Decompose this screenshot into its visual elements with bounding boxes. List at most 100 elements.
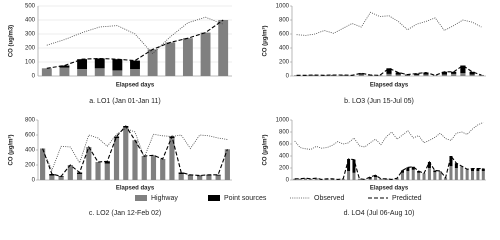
bar	[481, 168, 485, 171]
bar	[433, 172, 437, 180]
bar	[59, 67, 70, 76]
bar	[471, 171, 475, 180]
bar	[400, 172, 404, 180]
bar	[368, 178, 372, 180]
bar	[94, 68, 105, 76]
y-tick-label: 1000	[276, 4, 290, 10]
bar	[358, 73, 364, 75]
y-tick-label: 400	[25, 148, 36, 154]
bar	[460, 73, 466, 76]
bar	[478, 74, 484, 76]
bar	[432, 75, 438, 76]
bar	[476, 171, 480, 180]
bar	[215, 175, 221, 180]
y-tick-label: 200	[25, 46, 36, 52]
bar	[438, 171, 442, 180]
bar	[293, 178, 297, 180]
y-tick-label: 100	[25, 60, 36, 66]
bar	[58, 177, 64, 180]
bar	[104, 161, 110, 164]
bar	[347, 171, 351, 180]
bar	[206, 175, 212, 180]
bar	[417, 172, 421, 180]
chart-caption: c. LO2 (Jan 12-Feb 02)	[89, 210, 161, 217]
bar	[451, 73, 457, 76]
y-tick-label: 600	[279, 32, 290, 38]
legend-label: Point sources	[224, 195, 267, 202]
x-axis-label: Elapsed days	[370, 186, 409, 192]
y-tick-label: 0	[32, 178, 36, 184]
bar	[200, 32, 211, 76]
chart-caption: b. LO3 (Jun 15-Jul 05)	[344, 98, 414, 105]
bar	[358, 74, 364, 76]
bar	[309, 178, 313, 180]
bar	[384, 178, 388, 180]
x-axis-label: Elapsed days	[370, 83, 409, 89]
bar	[95, 162, 101, 180]
bar	[187, 175, 194, 180]
chart-caption: d. LO4 (Jul 06-Aug 10)	[344, 210, 415, 217]
bar	[76, 174, 83, 180]
y-tick-label: 800	[279, 18, 290, 24]
y-tick-label: 400	[279, 46, 290, 52]
bar	[377, 75, 383, 76]
y-axis-label: CO (ug/m3)	[9, 25, 15, 57]
bar	[465, 169, 469, 180]
bar	[411, 169, 415, 180]
bar	[441, 74, 448, 76]
bar	[341, 178, 345, 180]
series-line	[294, 154, 484, 180]
bar	[104, 163, 110, 180]
bar	[386, 68, 392, 74]
bar	[123, 127, 129, 180]
bar	[197, 176, 203, 180]
bar	[113, 138, 120, 180]
bar	[218, 20, 229, 76]
y-tick-label: 0	[286, 74, 290, 80]
bar	[141, 156, 147, 180]
bar	[411, 166, 415, 170]
bar	[481, 171, 485, 180]
bar	[130, 60, 140, 69]
bar	[469, 74, 475, 76]
bar	[132, 140, 138, 180]
bar	[379, 178, 383, 180]
bar	[395, 72, 401, 75]
bar	[423, 74, 429, 76]
bar	[178, 174, 184, 180]
series-line	[46, 19, 224, 69]
bar	[395, 74, 401, 76]
bar	[150, 155, 157, 180]
bar	[400, 170, 404, 173]
bar	[40, 148, 46, 180]
bar	[451, 71, 457, 74]
bar	[49, 175, 55, 180]
y-tick-label: 400	[279, 154, 290, 160]
bar	[449, 166, 453, 180]
bar	[112, 59, 123, 71]
y-tick-label: 300	[25, 32, 36, 38]
bar	[395, 178, 399, 180]
legend-label: Predicted	[392, 195, 422, 202]
bar	[182, 38, 193, 76]
bar	[59, 65, 70, 68]
y-axis-label: CO (μg/m³)	[8, 134, 15, 165]
bar	[414, 74, 420, 76]
bar	[449, 156, 453, 167]
y-tick-label: 200	[279, 166, 290, 172]
bar	[197, 175, 203, 177]
bar	[352, 159, 356, 173]
series-line	[42, 125, 228, 177]
chart-caption: a. LO1 (Jan 01-Jan 11)	[89, 98, 160, 105]
bar	[460, 65, 466, 74]
bar	[347, 159, 351, 171]
bar	[77, 69, 88, 76]
bar	[357, 178, 361, 180]
series-line	[42, 127, 228, 172]
bar	[406, 171, 410, 180]
x-axis-label: Elapsed days	[116, 83, 155, 89]
bar	[178, 172, 184, 174]
bar	[169, 138, 175, 180]
bar	[374, 175, 378, 177]
bar	[454, 163, 458, 168]
